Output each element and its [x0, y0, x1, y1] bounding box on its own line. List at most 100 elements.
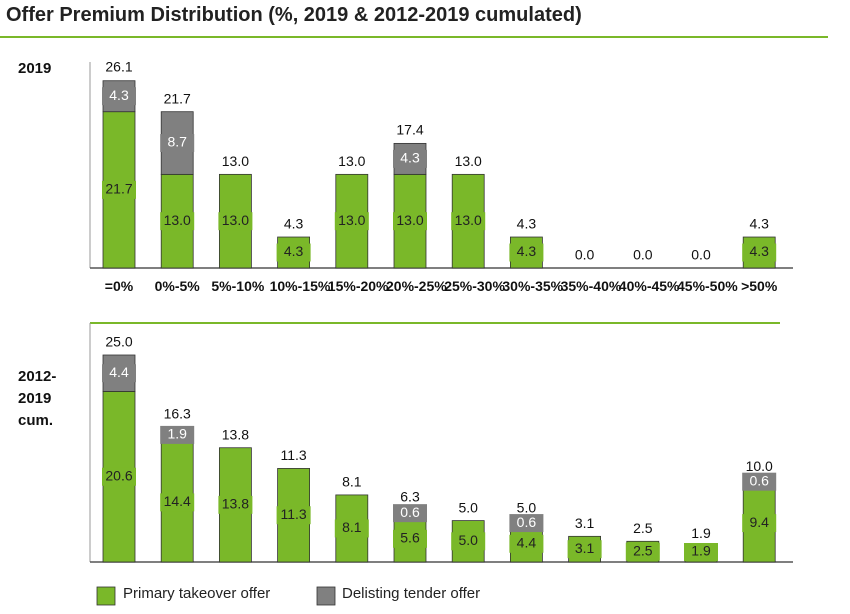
value-label: 8.7: [167, 134, 187, 150]
value-label: 13.0: [396, 212, 423, 228]
label-box: [102, 180, 136, 199]
value-label: 13.0: [164, 212, 191, 228]
legend-swatch: [316, 586, 336, 606]
value-label: 4.3: [284, 243, 304, 259]
label-box: [334, 519, 369, 538]
label-box: [451, 532, 486, 551]
total-label: 2.5: [633, 520, 653, 536]
total-label: 17.4: [396, 121, 423, 137]
value-label: 4.4: [109, 364, 129, 380]
x-tick-label: 20%-25%: [386, 278, 447, 294]
value-label: 11.3: [280, 506, 306, 522]
label-box: [684, 543, 718, 561]
x-tick-label: 30%-35%: [502, 278, 564, 294]
total-label: 0.0: [633, 247, 653, 263]
value-label: 0.6: [400, 504, 420, 520]
total-label: 4.3: [517, 216, 537, 232]
legend-label: Delisting tender offer: [342, 585, 481, 602]
x-tick-label: 10%-15%: [269, 278, 331, 294]
label-box: [625, 542, 660, 561]
label-box: [393, 529, 427, 548]
value-label: 9.4: [749, 514, 769, 530]
label-box: [160, 212, 195, 231]
value-label: 4.3: [517, 243, 537, 259]
panel-label: 2012-2019 cum.: [18, 368, 57, 429]
value-label: 21.7: [105, 181, 132, 197]
value-label: 20.6: [105, 467, 132, 483]
total-label: 0.0: [575, 247, 595, 263]
value-label: 13.0: [455, 212, 482, 228]
value-label: 5.0: [458, 532, 478, 548]
label-box: [334, 212, 369, 231]
total-label: 6.3: [400, 489, 420, 505]
label-box: [451, 212, 486, 231]
label-box: [393, 212, 427, 231]
total-label: 13.0: [222, 153, 249, 169]
value-label: 0.6: [749, 472, 769, 488]
label-box: [393, 149, 427, 168]
total-label: 0.0: [691, 247, 711, 263]
label-box: [160, 493, 195, 512]
label-box: [276, 506, 311, 525]
total-label: 26.1: [105, 59, 132, 75]
label-box: [509, 243, 544, 262]
value-label: 13.0: [338, 212, 365, 228]
x-tick-label: 40%-45%: [618, 278, 680, 294]
value-label: 3.1: [575, 540, 595, 556]
label-box: [509, 514, 544, 533]
label-box: [742, 243, 777, 262]
label-box: [102, 87, 136, 106]
label-box: [160, 134, 195, 153]
total-label: 25.0: [105, 334, 132, 350]
total-label: 5.0: [517, 499, 537, 515]
value-label: 5.6: [400, 530, 420, 546]
label-box: [218, 212, 253, 231]
x-tick-label: =0%: [104, 278, 134, 294]
x-tick-label: 45%-50%: [677, 278, 738, 294]
value-label: 13.0: [222, 212, 249, 228]
chart-title: Offer Premium Distribution (%, 2019 & 20…: [6, 4, 582, 26]
label-box: [276, 243, 311, 262]
x-tick-label: 15%-20%: [327, 278, 389, 294]
total-label: 5.0: [458, 499, 478, 515]
total-label: 21.7: [164, 90, 191, 106]
total-label: 11.3: [280, 447, 306, 463]
value-label: 14.4: [164, 493, 191, 509]
legend-label: Primary takeover offer: [123, 585, 271, 602]
label-box: [218, 495, 253, 514]
total-label: 13.8: [222, 426, 249, 442]
label-box: [102, 364, 136, 383]
total-label: 4.3: [749, 216, 769, 232]
x-tick-label: 35%-40%: [560, 278, 622, 294]
label-box: [742, 472, 777, 491]
label-box: [160, 425, 195, 444]
value-label: 2.5: [633, 542, 653, 558]
total-label: 16.3: [164, 406, 191, 422]
label-box: [567, 540, 602, 559]
label-box: [509, 534, 544, 553]
x-tick-label: 0%-5%: [154, 278, 200, 294]
label-box: [102, 467, 136, 486]
value-label: 1.9: [691, 543, 711, 559]
value-label: 4.3: [400, 150, 420, 166]
x-tick-label: >50%: [741, 278, 778, 294]
total-label: 8.1: [342, 474, 362, 490]
total-label: 10.0: [746, 458, 773, 474]
value-label: 1.9: [167, 426, 187, 442]
total-label: 1.9: [691, 525, 711, 541]
x-tick-label: 5%-10%: [211, 278, 265, 294]
total-label: 4.3: [284, 216, 304, 232]
legend-swatch: [96, 586, 116, 606]
x-tick-label: 25%-30%: [444, 278, 505, 294]
total-label: 3.1: [575, 515, 595, 531]
value-label: 4.4: [517, 534, 537, 550]
total-label: 13.0: [455, 153, 482, 169]
value-label: 13.8: [222, 496, 249, 512]
value-label: 4.3: [109, 87, 129, 103]
label-box: [742, 514, 777, 533]
value-label: 4.3: [749, 243, 769, 259]
label-box: [393, 504, 427, 523]
value-label: 8.1: [342, 519, 362, 535]
